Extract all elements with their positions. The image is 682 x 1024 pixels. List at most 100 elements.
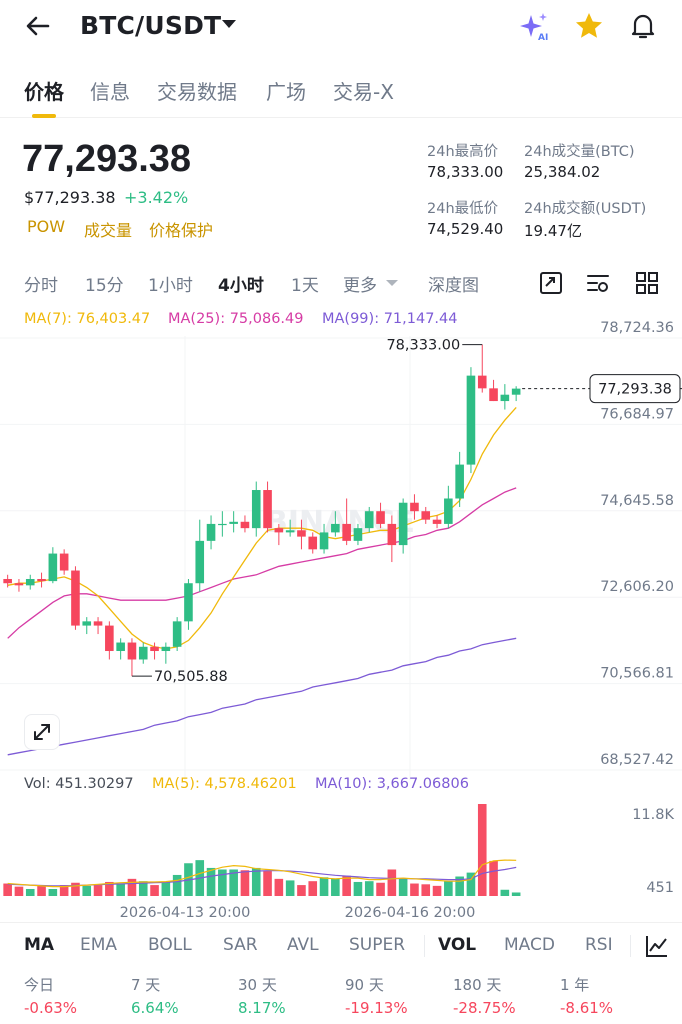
vol-tick-label: 11.8K bbox=[632, 807, 674, 823]
indicator-chart-icon[interactable] bbox=[644, 933, 670, 959]
volume-bar bbox=[138, 881, 148, 896]
volume-bar bbox=[432, 885, 442, 896]
candle-body bbox=[285, 530, 295, 533]
tag-pow[interactable]: POW bbox=[27, 217, 66, 236]
stat-vol-btc: 25,384.02 bbox=[524, 163, 601, 181]
indicator-sar[interactable]: SAR bbox=[223, 935, 258, 955]
tab-trade-x[interactable]: 交易-X bbox=[333, 80, 394, 104]
tab-trade-data[interactable]: 交易数据 bbox=[157, 80, 237, 104]
volume-bar bbox=[150, 885, 159, 896]
more-caret-icon[interactable] bbox=[386, 280, 398, 286]
top-bar: BTC/USDT AI bbox=[0, 0, 682, 56]
last-price-box bbox=[589, 374, 681, 404]
active-tab-indicator bbox=[32, 114, 56, 118]
volume-bar bbox=[398, 878, 408, 896]
tab-price[interactable]: 价格 bbox=[24, 80, 64, 104]
star-icon[interactable] bbox=[574, 11, 604, 41]
perf-label: 90 天 bbox=[345, 976, 384, 994]
tf-line[interactable]: 分时 bbox=[24, 276, 58, 296]
candle-body bbox=[127, 642, 137, 660]
candle-body bbox=[263, 490, 272, 529]
volume-bar bbox=[387, 869, 397, 896]
tf-1h[interactable]: 1小时 bbox=[148, 276, 193, 296]
volume-bar bbox=[3, 883, 12, 896]
volume-bar bbox=[444, 881, 453, 896]
tf-1d[interactable]: 1天 bbox=[291, 276, 319, 296]
high-marker-label: 78,333.00 bbox=[386, 338, 460, 354]
tag-volume[interactable]: 成交量 bbox=[84, 221, 133, 240]
tab-square[interactable]: 广场 bbox=[266, 80, 306, 104]
stat-low: 74,529.40 bbox=[427, 220, 504, 238]
volume-bar bbox=[376, 882, 385, 896]
volume-bar bbox=[274, 878, 284, 896]
candle-body bbox=[48, 553, 58, 582]
y-tick-label: 76,684.97 bbox=[600, 406, 674, 422]
volume-chart[interactable]: 11.8K 451 2026-04-13 20:00 2026-04-16 20:00 bbox=[0, 796, 682, 922]
candle-body bbox=[240, 521, 250, 529]
volume-bar bbox=[477, 804, 487, 896]
candlestick-chart[interactable]: 78,724.36 76,684.97 74,645.58 72,606.20 70,5… bbox=[0, 300, 682, 780]
tab-info[interactable]: 信息 bbox=[90, 80, 130, 104]
indicator-ma[interactable]: MA bbox=[24, 935, 55, 955]
candle-body bbox=[500, 394, 510, 402]
stat-vol-btc-label: 24h成交量(BTC) bbox=[524, 144, 635, 160]
candle-body bbox=[455, 464, 464, 499]
volume-bar bbox=[48, 888, 58, 896]
tag-price-protection[interactable]: 价格保护 bbox=[149, 221, 214, 240]
ai-sparkle-icon[interactable]: AI bbox=[518, 11, 552, 43]
candle-body bbox=[421, 511, 431, 520]
bell-icon[interactable] bbox=[628, 11, 658, 41]
chart-settings-icon[interactable] bbox=[585, 270, 611, 296]
tf-depth[interactable]: 深度图 bbox=[428, 276, 479, 296]
volume-bar bbox=[82, 885, 92, 896]
perf-value: -19.13% bbox=[345, 999, 408, 1017]
chevron-down-icon[interactable] bbox=[222, 20, 236, 28]
y-tick-label: 78,724.36 bbox=[600, 320, 674, 336]
ma99-line bbox=[7, 637, 517, 756]
indicator-super[interactable]: SUPER bbox=[349, 935, 406, 955]
tf-more[interactable]: 更多 bbox=[343, 276, 377, 296]
expand-chart-button[interactable] bbox=[24, 714, 60, 750]
candle-body bbox=[105, 625, 114, 652]
volume-bar bbox=[421, 884, 431, 896]
indicator-avl[interactable]: AVL bbox=[287, 935, 319, 955]
volume-bar bbox=[172, 874, 182, 896]
candle-body bbox=[297, 530, 306, 537]
expand-icon bbox=[34, 724, 50, 740]
main-tabs: 价格 信息 交易数据 广场 交易-X bbox=[0, 72, 682, 118]
tf-15m[interactable]: 15分 bbox=[85, 276, 124, 296]
indicator-macd[interactable]: MACD bbox=[504, 935, 555, 955]
candle-body bbox=[172, 621, 182, 647]
ma25-line bbox=[7, 487, 517, 639]
candle-body bbox=[3, 578, 12, 584]
candle-body bbox=[274, 528, 284, 533]
indicator-ema[interactable]: EMA bbox=[80, 935, 118, 955]
candle-body bbox=[319, 532, 329, 550]
volume-bar bbox=[93, 885, 103, 896]
volume-bar bbox=[308, 881, 318, 896]
volume-bar bbox=[25, 888, 35, 896]
volume-bar bbox=[251, 867, 261, 896]
candle-body bbox=[331, 523, 340, 533]
indicator-rsi[interactable]: RSI bbox=[585, 935, 613, 955]
tf-4h[interactable]: 4小时 bbox=[218, 276, 264, 296]
indicator-boll[interactable]: BOLL bbox=[148, 935, 192, 955]
pair-title[interactable]: BTC/USDT bbox=[80, 11, 222, 40]
indicator-vol[interactable]: VOL bbox=[438, 935, 477, 955]
last-price: 77,293.38 bbox=[22, 138, 192, 180]
candle-body bbox=[25, 578, 35, 586]
volume-bar bbox=[116, 883, 125, 896]
perf-value: -0.63% bbox=[24, 999, 78, 1017]
volume-bar bbox=[218, 869, 227, 896]
perf-value: 8.17% bbox=[238, 999, 286, 1017]
chart-fullscreen-icon[interactable] bbox=[538, 270, 564, 296]
volume-bar bbox=[489, 860, 498, 896]
back-arrow-icon[interactable] bbox=[22, 10, 54, 42]
volume-bar bbox=[353, 881, 363, 896]
perf-label: 今日 bbox=[24, 976, 55, 994]
layout-grid-icon[interactable] bbox=[634, 270, 660, 296]
volume-bar bbox=[14, 886, 24, 896]
perf-value: -28.75% bbox=[453, 999, 516, 1017]
perf-label: 7 天 bbox=[131, 976, 161, 994]
price-change: +3.42% bbox=[124, 188, 189, 207]
